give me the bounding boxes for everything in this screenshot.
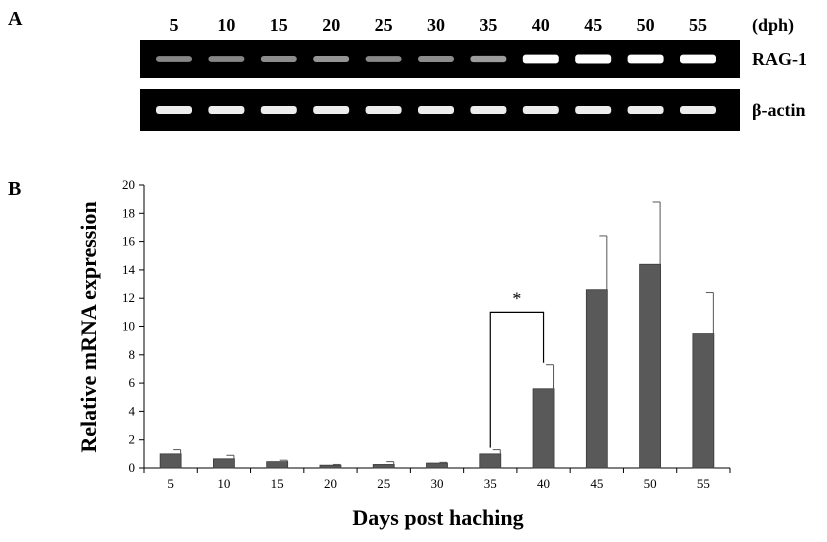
y-tick-label: 2 bbox=[129, 432, 136, 447]
significance-bracket: * bbox=[489, 288, 545, 448]
gel-band bbox=[313, 106, 350, 114]
gel-image: 5 10 15 20 25 30 35 40 45 50 55 (dph) RAG-1 β-actin bbox=[140, 15, 807, 131]
gel-band bbox=[208, 106, 245, 114]
gel-band bbox=[208, 56, 245, 62]
gel-band bbox=[470, 106, 507, 114]
bar bbox=[159, 453, 182, 469]
gel-lane-label: 40 bbox=[532, 15, 550, 35]
gel-band bbox=[260, 106, 297, 114]
y-tick-label: 0 bbox=[129, 460, 136, 475]
bars bbox=[159, 201, 715, 469]
gel-band bbox=[680, 106, 716, 114]
x-tick-label: 40 bbox=[537, 476, 550, 491]
gel-band bbox=[522, 106, 559, 114]
gel-lane-label: 30 bbox=[427, 15, 445, 35]
gel-band bbox=[418, 56, 454, 62]
bar bbox=[426, 462, 448, 469]
gel-lane-label: 35 bbox=[479, 15, 497, 35]
gel-lane-label: 5 bbox=[170, 15, 179, 35]
gel-lane-label: 50 bbox=[637, 15, 655, 35]
y-tick-label: 12 bbox=[122, 290, 135, 305]
bar bbox=[266, 461, 289, 469]
x-tick-label: 15 bbox=[271, 476, 284, 491]
gel-unit-label: (dph) bbox=[752, 15, 794, 36]
x-tick-label: 10 bbox=[217, 476, 230, 491]
gel-band bbox=[575, 106, 612, 114]
gel-band bbox=[575, 54, 612, 64]
x-axis: 5 10 15 20 25 30 35 40 45 50 55 bbox=[143, 467, 731, 491]
gel-lane-label: 25 bbox=[375, 15, 393, 35]
y-tick-label: 20 bbox=[122, 177, 135, 192]
x-tick-label: 20 bbox=[324, 476, 337, 491]
bar bbox=[585, 289, 608, 469]
y-tick-label: 14 bbox=[122, 262, 136, 277]
gel-lane-label: 45 bbox=[584, 15, 602, 35]
gel-lane-label: 10 bbox=[217, 15, 235, 35]
y-tick-label: 8 bbox=[129, 347, 136, 362]
gel-row-label: β-actin bbox=[752, 100, 805, 120]
gel-band bbox=[627, 106, 664, 114]
y-tick-label: 4 bbox=[129, 403, 136, 418]
x-tick-label: 30 bbox=[431, 476, 444, 491]
gel-band bbox=[418, 106, 454, 114]
significance-label: * bbox=[512, 288, 521, 308]
y-tick-label: 16 bbox=[122, 234, 136, 249]
bar bbox=[639, 263, 661, 469]
gel-band bbox=[522, 54, 559, 64]
bar bbox=[692, 333, 715, 469]
y-tick-label: 10 bbox=[122, 319, 135, 334]
significance-line bbox=[489, 311, 545, 448]
gel-band bbox=[260, 56, 297, 62]
gel-band bbox=[313, 55, 350, 63]
gel-band bbox=[156, 106, 192, 114]
x-tick-label: 55 bbox=[697, 476, 710, 491]
gel-band bbox=[470, 55, 507, 63]
gel-band bbox=[365, 56, 402, 62]
gel-lane-label: 20 bbox=[322, 15, 340, 35]
bar bbox=[532, 388, 555, 469]
gel-band bbox=[680, 54, 716, 64]
gel-band bbox=[156, 56, 192, 62]
y-tick-label: 6 bbox=[129, 375, 136, 390]
x-axis-title: Days post haching bbox=[352, 505, 523, 530]
x-tick-label: 25 bbox=[377, 476, 390, 491]
bar bbox=[479, 453, 502, 469]
gel-band bbox=[627, 54, 664, 64]
y-axis: 0 2 4 6 8 10 12 14 16 18 20 bbox=[122, 177, 145, 475]
bar bbox=[372, 464, 395, 469]
bar bbox=[319, 464, 342, 469]
y-axis-title: Relative mRNA expression bbox=[76, 201, 101, 452]
gel-lane-label: 55 bbox=[689, 15, 707, 35]
bar bbox=[213, 458, 235, 469]
y-tick-label: 18 bbox=[122, 205, 135, 220]
gel-lane-label: 15 bbox=[270, 15, 288, 35]
gel-row-label: RAG-1 bbox=[752, 49, 807, 69]
x-tick-label: 50 bbox=[644, 476, 657, 491]
gel-band bbox=[365, 106, 402, 114]
panel-b-label: B bbox=[8, 178, 22, 200]
gel-lane-labels: 5 10 15 20 25 30 35 40 45 50 55 bbox=[170, 15, 708, 35]
panel-a-label: A bbox=[8, 8, 23, 30]
x-tick-label: 35 bbox=[484, 476, 497, 491]
gel-rows: RAG-1 β-actin bbox=[140, 40, 807, 131]
x-tick-label: 5 bbox=[167, 476, 174, 491]
x-tick-label: 45 bbox=[590, 476, 603, 491]
